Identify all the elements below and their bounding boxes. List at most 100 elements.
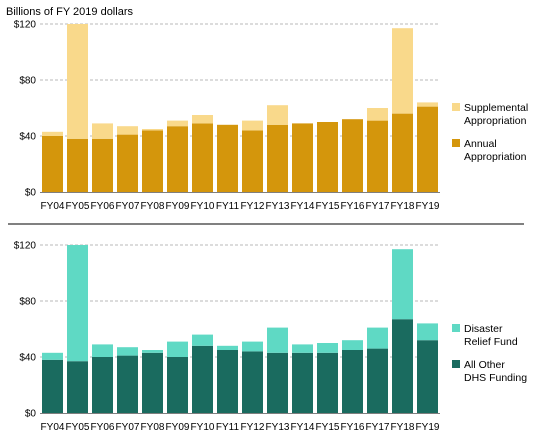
bar-segment-top <box>42 352 63 360</box>
bar-segment-base <box>342 350 363 413</box>
y-tick-label: $0 <box>25 188 37 199</box>
bar-segment-base <box>42 136 63 192</box>
bar-segment-top <box>42 131 63 136</box>
bar-segment-top <box>392 249 413 320</box>
bar-segment-base <box>292 123 313 192</box>
x-tick-label: FY17 <box>366 422 390 433</box>
bar-segment-top <box>367 327 388 349</box>
legend-label: Appropriation <box>464 151 527 163</box>
x-tick-label: FY09 <box>166 422 190 433</box>
x-tick-label: FY12 <box>241 422 265 433</box>
x-tick-label: FY15 <box>316 201 340 212</box>
bar-segment-top <box>192 334 213 346</box>
bar-segment-top <box>92 123 113 139</box>
x-tick-label: FY17 <box>366 201 390 212</box>
legend-label: Disaster <box>464 323 503 335</box>
bar-segment-base <box>367 348 388 413</box>
bar-segment-top <box>317 343 338 353</box>
bar-segment-base <box>417 106 438 192</box>
bar-segment-base <box>67 138 88 192</box>
bar-segment-base <box>242 351 263 413</box>
bar-segment-top <box>92 344 113 357</box>
bar-segment-top <box>267 105 288 125</box>
bar-segment-top <box>392 28 413 114</box>
bar-segment-base <box>142 352 163 413</box>
bar-segment-base <box>92 138 113 192</box>
x-tick-label: FY11 <box>216 422 240 433</box>
x-tick-label: FY12 <box>241 201 265 212</box>
y-tick-label: $120 <box>14 20 37 31</box>
bar-segment-top <box>142 350 163 353</box>
legend-label: Appropriation <box>464 115 527 127</box>
y-tick-label: $80 <box>19 76 36 87</box>
x-tick-label: FY15 <box>316 422 340 433</box>
bar-segment-top <box>367 108 388 121</box>
bar-segment-base <box>167 357 188 413</box>
x-tick-label: FY09 <box>166 201 190 212</box>
bar-segment-top <box>417 102 438 107</box>
bar-segment-top <box>192 115 213 124</box>
legend-swatch <box>452 103 460 111</box>
x-tick-label: FY05 <box>66 422 90 433</box>
bar-segment-base <box>317 352 338 413</box>
x-tick-label: FY04 <box>41 422 65 433</box>
bar-segment-base <box>217 350 238 413</box>
bar-segment-base <box>117 355 138 413</box>
x-tick-label: FY10 <box>191 201 215 212</box>
bar-segment-base <box>267 124 288 192</box>
bar-segment-top <box>242 120 263 131</box>
y-tick-label: $80 <box>19 297 36 308</box>
x-tick-label: FY14 <box>291 201 315 212</box>
x-tick-label: FY06 <box>91 422 115 433</box>
legend-swatch <box>452 139 460 147</box>
legend-label: Supplemental <box>464 102 528 114</box>
bar-segment-base <box>292 352 313 413</box>
legend-label: DHS Funding <box>464 372 527 384</box>
bar-segment-top <box>342 340 363 350</box>
bar-segment-top <box>217 345 238 350</box>
legend-swatch <box>452 324 460 332</box>
y-tick-label: $120 <box>14 241 37 252</box>
x-tick-label: FY19 <box>416 201 440 212</box>
bar-segment-base <box>167 126 188 192</box>
x-tick-label: FY10 <box>191 422 215 433</box>
legend-swatch <box>452 360 460 368</box>
bar-segment-base <box>67 361 88 413</box>
x-tick-label: FY08 <box>141 422 165 433</box>
bar-segment-top <box>117 126 138 135</box>
x-tick-label: FY07 <box>116 422 140 433</box>
bar-segment-top <box>167 120 188 127</box>
bar-segment-top <box>67 24 88 139</box>
bar-segment-top <box>267 327 288 353</box>
legend-label: Annual <box>464 138 497 150</box>
x-tick-label: FY11 <box>216 201 240 212</box>
bar-segment-top <box>292 344 313 353</box>
bar-segment-top <box>117 347 138 356</box>
y-axis-title: Billions of FY 2019 dollars <box>6 6 133 18</box>
bottom-chart: $0 $40 $80 $120 FY04 FY05 FY06 FY07 FY08 FY09 FY10… <box>14 241 527 434</box>
bar-segment-top <box>167 341 188 357</box>
bar-segment-base <box>142 130 163 192</box>
bar-segment-base <box>192 345 213 413</box>
y-tick-label: $0 <box>25 409 37 420</box>
x-tick-label: FY18 <box>391 201 415 212</box>
bar-segment-base <box>92 357 113 413</box>
x-tick-label: FY04 <box>41 201 65 212</box>
x-tick-label: FY13 <box>266 201 290 212</box>
x-tick-label: FY05 <box>66 201 90 212</box>
bar-segment-base <box>392 113 413 192</box>
bar-segment-base <box>242 130 263 192</box>
legend-label: All Other <box>464 359 505 371</box>
bar-segment-base <box>342 119 363 192</box>
x-tick-label: FY06 <box>91 201 115 212</box>
x-tick-label: FY13 <box>266 422 290 433</box>
bar-segment-top <box>67 245 88 362</box>
x-tick-label: FY16 <box>341 201 365 212</box>
x-tick-label: FY08 <box>141 201 165 212</box>
bar-segment-base <box>392 319 413 413</box>
bar-segment-base <box>192 123 213 192</box>
y-tick-label: $40 <box>19 353 36 364</box>
bar-segment-top <box>417 323 438 341</box>
x-tick-label: FY18 <box>391 422 415 433</box>
